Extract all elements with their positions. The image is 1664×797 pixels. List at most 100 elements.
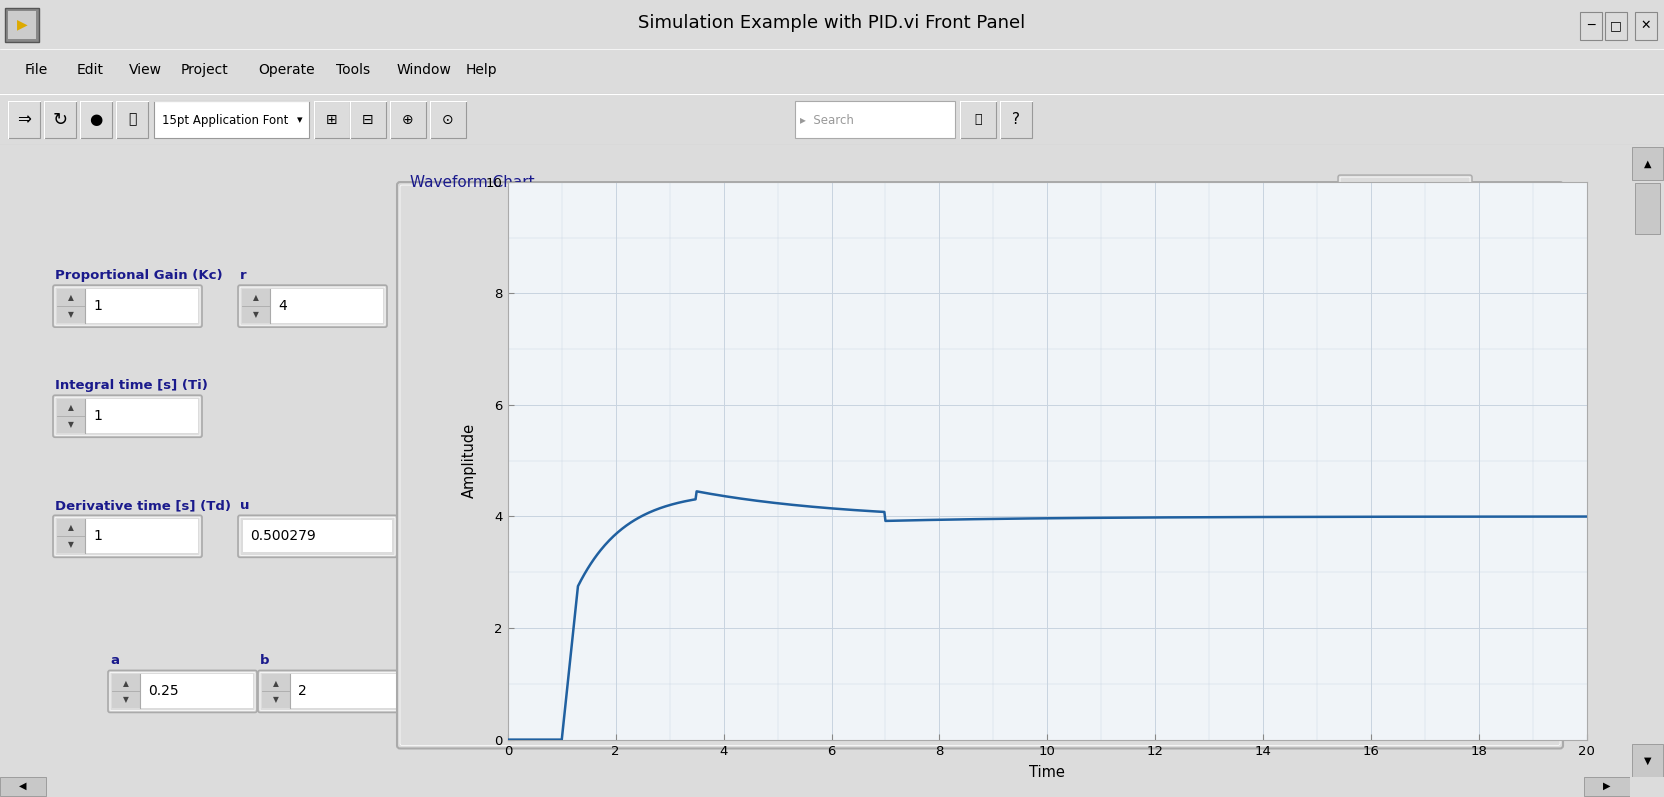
FancyBboxPatch shape xyxy=(53,285,201,328)
Bar xyxy=(1634,183,1659,234)
FancyBboxPatch shape xyxy=(238,285,386,328)
Text: 1: 1 xyxy=(93,299,102,313)
Text: ◀: ◀ xyxy=(18,781,27,791)
Text: u: u xyxy=(240,499,250,512)
Bar xyxy=(140,674,253,709)
Text: ▼: ▼ xyxy=(1642,756,1651,766)
Text: ▼: ▼ xyxy=(123,695,128,705)
Text: View: View xyxy=(128,63,161,77)
Bar xyxy=(85,399,198,434)
Text: 🔍: 🔍 xyxy=(973,113,982,126)
Bar xyxy=(1000,101,1032,138)
Text: ─: ─ xyxy=(1586,19,1594,32)
FancyBboxPatch shape xyxy=(238,516,396,557)
Text: ▸  Search: ▸ Search xyxy=(799,113,854,127)
Bar xyxy=(794,101,955,138)
Text: ▼: ▼ xyxy=(253,310,260,319)
Text: 0.25: 0.25 xyxy=(148,685,178,698)
Text: ▼: ▼ xyxy=(68,310,73,319)
Bar xyxy=(1634,12,1656,40)
Text: ▲: ▲ xyxy=(68,524,73,532)
Text: 1: 1 xyxy=(93,529,102,544)
Bar xyxy=(1579,12,1601,40)
Text: ▲: ▲ xyxy=(68,293,73,302)
Text: 0.500279: 0.500279 xyxy=(250,529,316,544)
FancyBboxPatch shape xyxy=(241,289,270,323)
FancyBboxPatch shape xyxy=(57,399,85,434)
Text: r: r xyxy=(240,269,246,282)
Text: ▶: ▶ xyxy=(17,18,27,32)
Bar xyxy=(153,101,310,138)
Text: ▼: ▼ xyxy=(68,420,73,429)
FancyBboxPatch shape xyxy=(261,674,290,709)
FancyBboxPatch shape xyxy=(53,516,201,557)
Bar xyxy=(0,776,45,796)
Text: Tools: Tools xyxy=(336,63,369,77)
Bar xyxy=(243,520,391,552)
Bar xyxy=(85,520,198,553)
Bar xyxy=(429,101,466,138)
Text: ▶: ▶ xyxy=(1602,781,1611,791)
Text: ▲: ▲ xyxy=(253,293,260,302)
Text: ⊟: ⊟ xyxy=(363,112,374,127)
FancyBboxPatch shape xyxy=(53,395,201,438)
FancyBboxPatch shape xyxy=(258,670,406,713)
Text: Window: Window xyxy=(396,63,451,77)
Text: ▲: ▲ xyxy=(68,403,73,412)
Text: ↻: ↻ xyxy=(52,111,68,128)
Bar xyxy=(1631,744,1662,777)
Text: ⊕: ⊕ xyxy=(403,112,414,127)
Text: ▲: ▲ xyxy=(273,678,280,688)
Text: 15pt Application Font: 15pt Application Font xyxy=(161,113,288,127)
Text: ✕: ✕ xyxy=(1639,19,1651,32)
Bar xyxy=(8,11,37,38)
Bar xyxy=(8,101,40,138)
Text: Integral time [s] (Ti): Integral time [s] (Ti) xyxy=(55,379,208,392)
Bar xyxy=(1631,147,1662,180)
Bar xyxy=(314,101,349,138)
Text: ⏸: ⏸ xyxy=(128,112,136,127)
FancyBboxPatch shape xyxy=(1338,175,1471,217)
FancyBboxPatch shape xyxy=(396,182,1562,748)
FancyBboxPatch shape xyxy=(57,520,85,553)
Text: ▲: ▲ xyxy=(1642,159,1651,168)
Bar xyxy=(389,101,426,138)
X-axis label: Time: Time xyxy=(1028,765,1065,780)
Text: 4: 4 xyxy=(278,299,286,313)
Text: Simulation Example with PID.vi Front Panel: Simulation Example with PID.vi Front Pan… xyxy=(637,14,1025,32)
Text: Derivative time [s] (Td): Derivative time [s] (Td) xyxy=(55,499,231,512)
Y-axis label: Amplitude: Amplitude xyxy=(463,423,478,498)
FancyBboxPatch shape xyxy=(57,289,85,323)
Bar xyxy=(290,674,403,709)
Bar xyxy=(43,101,77,138)
Text: Help: Help xyxy=(466,63,498,77)
Text: Edit: Edit xyxy=(77,63,103,77)
Text: a: a xyxy=(110,654,118,667)
Text: ?: ? xyxy=(1012,112,1020,127)
Text: ▼: ▼ xyxy=(68,540,73,549)
Bar xyxy=(5,8,38,41)
Text: Proportional Gain (Kc): Proportional Gain (Kc) xyxy=(55,269,223,282)
Text: ▼: ▼ xyxy=(273,695,280,705)
Bar xyxy=(80,101,111,138)
Text: 2: 2 xyxy=(298,685,306,698)
Text: 1: 1 xyxy=(93,409,102,423)
Bar xyxy=(116,101,148,138)
Text: ▲: ▲ xyxy=(123,678,128,688)
Text: ▾: ▾ xyxy=(296,115,303,125)
Text: Project: Project xyxy=(181,63,228,77)
Text: b: b xyxy=(260,654,270,667)
Text: Operate: Operate xyxy=(258,63,314,77)
Text: File: File xyxy=(25,63,48,77)
Bar xyxy=(85,289,198,323)
Text: □: □ xyxy=(1609,19,1621,32)
Text: ⊞: ⊞ xyxy=(326,112,338,127)
Text: Waveform Chart: Waveform Chart xyxy=(409,175,534,190)
Bar xyxy=(960,101,995,138)
Text: ⊙: ⊙ xyxy=(443,112,454,127)
Bar xyxy=(349,101,386,138)
FancyBboxPatch shape xyxy=(111,674,140,709)
Text: ●: ● xyxy=(90,112,103,127)
Bar xyxy=(1584,776,1629,796)
Bar xyxy=(270,289,383,323)
